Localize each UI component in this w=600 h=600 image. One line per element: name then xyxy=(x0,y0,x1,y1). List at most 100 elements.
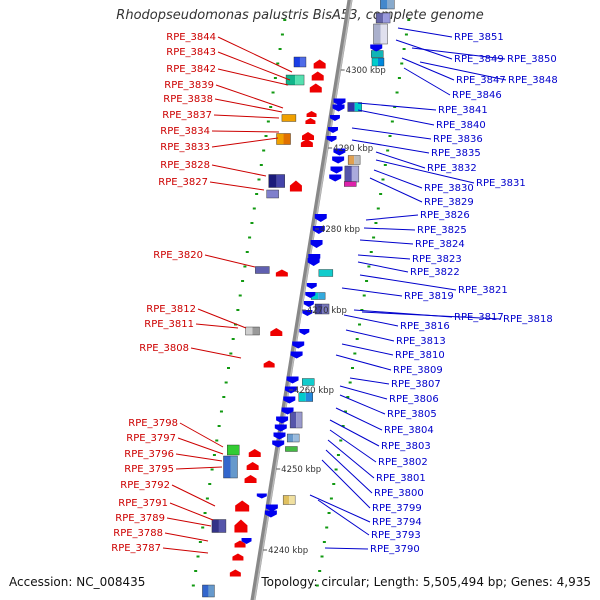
left-tick-mark xyxy=(278,48,282,50)
right-gene-label: RPE_3800 xyxy=(374,488,424,499)
right-gene-label: RPE_3793 xyxy=(371,530,421,541)
right-gene-label: RPE_3836 xyxy=(433,134,483,145)
right-tick-mark xyxy=(376,207,380,210)
left-connector-line xyxy=(190,347,242,359)
right-tick-mark xyxy=(353,352,357,355)
left-gene-label: RPE_3797 xyxy=(126,433,176,444)
right-tick-mark xyxy=(386,149,390,152)
gene-box xyxy=(295,75,305,85)
right-gene-label: RPE_3810 xyxy=(395,350,445,361)
right-tick-mark xyxy=(320,555,324,558)
right-tick-mark xyxy=(379,193,383,195)
left-tick-mark xyxy=(222,396,226,398)
gene-box xyxy=(305,392,313,402)
right-tick-mark xyxy=(362,294,366,297)
left-tick-mark xyxy=(191,584,195,587)
right-tick-mark xyxy=(360,309,364,311)
right-gene-label: RPE_3831 xyxy=(476,178,526,189)
left-connector-line xyxy=(217,68,289,86)
gene-box xyxy=(302,378,315,386)
right-tick-mark xyxy=(355,338,359,340)
gene-box-outline xyxy=(375,12,391,24)
gene-box xyxy=(293,434,300,442)
left-connector-line xyxy=(171,484,216,507)
right-gene-label: RPE_3835 xyxy=(431,148,481,159)
left-connector-line xyxy=(214,98,283,113)
forward-gene-arrow xyxy=(306,111,317,117)
left-tick-mark xyxy=(215,439,219,442)
forward-gene-arrow xyxy=(300,139,313,147)
left-tick-mark xyxy=(245,251,249,253)
gene-box xyxy=(286,75,296,85)
left-gene-label: RPE_3827 xyxy=(158,177,208,188)
left-tick-mark xyxy=(266,120,270,123)
right-tick-mark xyxy=(341,425,345,427)
left-gene-label: RPE_3839 xyxy=(164,80,214,91)
gene-box-outline xyxy=(380,0,395,10)
forward-gene-arrow xyxy=(275,269,288,277)
left-tick-mark xyxy=(226,367,230,369)
left-tick-mark xyxy=(236,309,240,311)
reverse-gene-arrow xyxy=(283,396,296,404)
reverse-gene-arrow xyxy=(310,240,323,248)
reverse-gene-arrow xyxy=(274,424,287,432)
right-tick-mark xyxy=(329,497,333,500)
reverse-gene-arrow xyxy=(256,493,267,499)
gene-box xyxy=(281,114,297,122)
left-tick-mark xyxy=(243,265,247,268)
kbp-label: 4280 kbp xyxy=(320,225,360,235)
right-connector-line xyxy=(351,127,432,140)
gene-box xyxy=(318,269,334,277)
right-connector-line xyxy=(339,394,386,415)
left-tick-mark xyxy=(280,33,284,36)
left-tick-mark xyxy=(269,106,273,108)
right-connector-line xyxy=(335,407,383,431)
reverse-gene-arrow xyxy=(314,214,327,222)
right-connector-line xyxy=(327,439,375,479)
left-connector-line xyxy=(211,130,280,133)
right-connector-line xyxy=(411,47,506,60)
right-connector-line xyxy=(363,227,416,231)
left-connector-line xyxy=(213,114,280,119)
reverse-gene-arrow xyxy=(264,510,277,518)
right-connector-line xyxy=(329,419,380,447)
right-gene-label: RPE_3848 xyxy=(508,75,558,86)
right-connector-line xyxy=(359,274,457,291)
right-tick-mark xyxy=(348,381,352,384)
right-tick-mark xyxy=(358,323,362,326)
gene-box xyxy=(380,0,388,9)
left-connector-line xyxy=(217,51,291,81)
reverse-gene-arrow xyxy=(333,148,346,156)
right-gene-label: RPE_3823 xyxy=(412,254,462,265)
right-tick-mark xyxy=(350,367,354,369)
left-tick-mark xyxy=(210,468,214,471)
right-connector-line xyxy=(403,67,451,96)
right-gene-label: RPE_3801 xyxy=(376,473,426,484)
right-gene-label: RPE_3790 xyxy=(370,544,420,555)
right-gene-label: RPE_3849 xyxy=(454,54,504,65)
reverse-gene-arrow xyxy=(307,258,320,266)
right-gene-label: RPE_3847 xyxy=(456,75,506,86)
left-tick-mark xyxy=(250,222,254,224)
left-tick-mark xyxy=(262,149,266,152)
forward-gene-arrow xyxy=(229,569,241,577)
kbp-label: 4260 kbp xyxy=(294,386,334,396)
right-gene-label: RPE_3799 xyxy=(372,503,422,514)
gene-box xyxy=(298,392,306,402)
right-tick-mark xyxy=(402,48,406,50)
forward-gene-arrow xyxy=(305,118,316,124)
forward-gene-arrow xyxy=(248,449,261,457)
right-tick-mark xyxy=(372,236,376,239)
left-tick-mark xyxy=(234,323,238,326)
left-gene-label: RPE_3795 xyxy=(124,464,174,475)
left-gene-label: RPE_3788 xyxy=(113,528,163,539)
left-tick-mark xyxy=(212,454,216,456)
left-tick-mark xyxy=(198,541,202,543)
genome-axis xyxy=(250,0,353,600)
reverse-gene-arrow xyxy=(286,376,299,384)
accession-text: Accession: NC_008435 xyxy=(9,575,146,589)
left-tick-mark xyxy=(201,526,205,529)
right-tick-mark xyxy=(390,120,394,123)
left-gene-label: RPE_3798 xyxy=(128,418,178,429)
right-connector-line xyxy=(325,449,373,494)
